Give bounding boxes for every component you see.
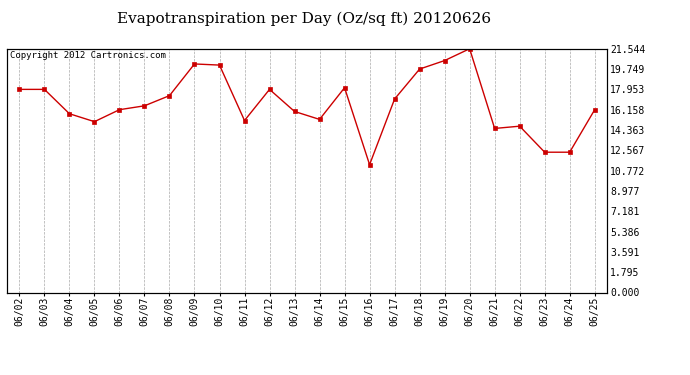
Text: Copyright 2012 Cartronics.com: Copyright 2012 Cartronics.com: [10, 51, 166, 60]
Text: Evapotranspiration per Day (Oz/sq ft) 20120626: Evapotranspiration per Day (Oz/sq ft) 20…: [117, 11, 491, 26]
